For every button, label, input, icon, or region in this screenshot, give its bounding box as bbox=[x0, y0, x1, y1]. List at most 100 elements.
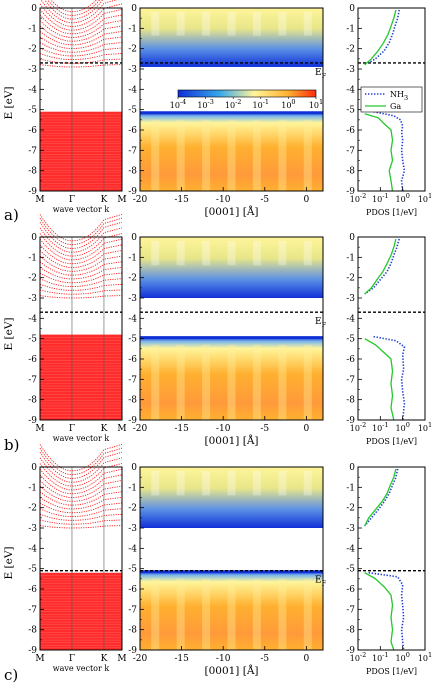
band-y-tick-label: -5 bbox=[28, 106, 37, 116]
conduction-band bbox=[39, 443, 123, 472]
conduction-band bbox=[39, 463, 123, 487]
conduction-band bbox=[39, 3, 123, 27]
pdos-y-tick-label: -1 bbox=[346, 253, 355, 263]
conduction-band bbox=[39, 47, 123, 57]
pdos-y-tick-label: -7 bbox=[346, 375, 355, 385]
panel-letter: a) bbox=[4, 206, 19, 224]
ldos-y-tick-label: 0 bbox=[131, 233, 137, 243]
band-y-tick-label: -4 bbox=[28, 85, 37, 95]
ldos-y-tick-label: -5 bbox=[128, 565, 137, 575]
conduction-band bbox=[39, 457, 123, 483]
ldos-stripe bbox=[278, 119, 287, 191]
ldos-stripe bbox=[252, 241, 261, 266]
ldos-y-tick-label: 0 bbox=[131, 4, 137, 14]
conduction-band bbox=[39, 244, 123, 265]
ldos-stripe bbox=[278, 471, 287, 496]
ldos-y-tick-label: -1 bbox=[128, 483, 137, 493]
ldos-stripe bbox=[176, 12, 185, 36]
ldos-stripe bbox=[303, 578, 312, 650]
kpoint-label: M bbox=[117, 424, 126, 434]
conduction-band bbox=[39, 53, 123, 61]
ldos-y-tick-label: -3 bbox=[128, 65, 137, 75]
ldos-stripe bbox=[202, 471, 211, 496]
band-y-tick-label: -9 bbox=[28, 416, 37, 426]
ga-pdos-line bbox=[364, 113, 394, 192]
ldos-stripe bbox=[303, 241, 312, 266]
ldos-x-tick-label: -5 bbox=[260, 195, 269, 205]
pdos-y-tick-label: -8 bbox=[346, 626, 355, 636]
ldos-y-tick-label: -5 bbox=[128, 335, 137, 345]
ldos-y-tick-label: -8 bbox=[128, 167, 137, 177]
ldos-y-tick-label: -4 bbox=[128, 85, 137, 95]
band-y-tick-label: -2 bbox=[28, 45, 37, 55]
ldos-stripe bbox=[227, 578, 236, 650]
valence-ldos bbox=[140, 336, 323, 420]
ldos-map-plot: 0 -1 -2 -3 -4 -5 -6 -7 -8 -9-20 -15 -10 -5 0 [0001] [Å… bbox=[128, 4, 326, 218]
ldos-stripe bbox=[252, 471, 261, 496]
nh3-pdos-line bbox=[364, 468, 399, 527]
kpoint-label: M bbox=[117, 195, 126, 205]
pdos-x-tick-label: 10-2 bbox=[350, 192, 367, 204]
ldos-stripe bbox=[303, 119, 312, 191]
ldos-stripe bbox=[202, 578, 211, 650]
ldos-stripe bbox=[176, 578, 185, 650]
conduction-ldos bbox=[140, 237, 323, 298]
panel-letter: c) bbox=[4, 666, 18, 684]
ldos-stripe bbox=[303, 471, 312, 496]
ldos-y-tick-label: -9 bbox=[128, 187, 137, 197]
colorbar-tick-label: 10-3 bbox=[197, 98, 214, 110]
ga-pdos-line bbox=[364, 9, 397, 66]
pdos-y-tick-label: -7 bbox=[346, 605, 355, 615]
ldos-x-tick-label: 0 bbox=[303, 424, 309, 434]
colorbar: 10-4 10-3 10-2 10-1 100 101 bbox=[170, 89, 323, 110]
fermi-label: EF bbox=[315, 68, 327, 80]
pdos-y-tick-label: -1 bbox=[346, 483, 355, 493]
pdos-x-label: PDOS [1/eV] bbox=[366, 437, 417, 446]
band-y-tick-label: -2 bbox=[28, 274, 37, 284]
ldos-x-tick-label: -20 bbox=[133, 195, 148, 205]
ldos-map-plot: 0 -1 -2 -3 -4 -5 -6 -7 -8 -9-20 -15 -10 -5 0 [0001] [Å… bbox=[128, 233, 326, 447]
ldos-y-tick-label: -2 bbox=[128, 274, 137, 284]
conduction-band bbox=[39, 447, 123, 476]
pdos-y-tick-label: -4 bbox=[346, 85, 355, 95]
band-y-tick-label: -3 bbox=[28, 524, 37, 534]
pdos-x-label: PDOS [1/eV] bbox=[366, 208, 417, 217]
conduction-band bbox=[39, 217, 123, 246]
kpoint-label: K bbox=[101, 424, 108, 434]
conduction-ldos bbox=[140, 467, 323, 528]
pdos-x-tick-label: 10-2 bbox=[350, 421, 367, 433]
ldos-x-tick-label: 0 bbox=[303, 654, 309, 664]
pdos-x-tick-label: 101 bbox=[418, 192, 432, 204]
pdos-y-tick-label: -5 bbox=[346, 565, 355, 575]
ldos-x-tick-label: -15 bbox=[174, 424, 189, 434]
colorbar-tick-label: 101 bbox=[309, 98, 323, 110]
conduction-band bbox=[39, 266, 123, 280]
conduction-band bbox=[39, 42, 123, 53]
ldos-stripe bbox=[176, 119, 185, 191]
ldos-y-tick-label: -3 bbox=[128, 524, 137, 534]
ldos-stripe bbox=[278, 12, 287, 36]
band-y-tick-label: -5 bbox=[28, 565, 37, 575]
conduction-band bbox=[39, 289, 123, 295]
ga-pdos-line bbox=[364, 572, 395, 651]
ldos-x-label: [0001] [Å] bbox=[204, 663, 258, 677]
band-y-tick-label: -9 bbox=[28, 187, 37, 197]
ldos-stripe bbox=[227, 471, 236, 496]
pdos-y-tick-label: -3 bbox=[346, 524, 355, 534]
ldos-x-tick-label: -10 bbox=[216, 424, 231, 434]
ldos-y-tick-label: -4 bbox=[128, 314, 137, 324]
pdos-y-tick-label: -1 bbox=[346, 24, 355, 34]
conduction-band bbox=[39, 451, 123, 479]
conduction-band bbox=[39, 513, 123, 521]
pdos-y-tick-label: 0 bbox=[349, 233, 355, 243]
conduction-band bbox=[39, 227, 123, 253]
pdos-x-tick-label: 100 bbox=[396, 651, 410, 663]
ldos-y-tick-label: -6 bbox=[128, 126, 137, 136]
ldos-stripe bbox=[176, 344, 185, 420]
ldos-x-tick-label: -20 bbox=[133, 654, 148, 664]
pdos-x-tick-label: 101 bbox=[418, 421, 432, 433]
conduction-band bbox=[39, 64, 123, 68]
band-y-tick-label: 0 bbox=[31, 4, 37, 14]
conduction-band bbox=[39, 221, 123, 249]
